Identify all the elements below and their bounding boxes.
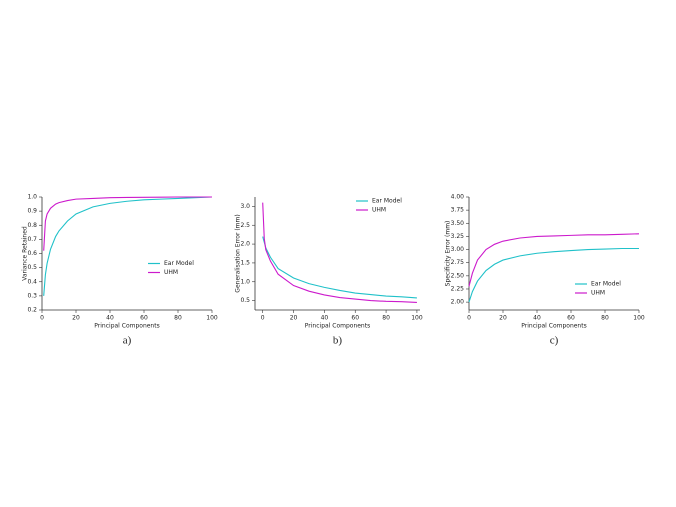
series-line — [43, 196, 212, 251]
y-tick-label: 0.2 — [27, 307, 37, 314]
x-tick-label: 0 — [40, 315, 44, 322]
y-axis-label: Generalisation Error (mm) — [235, 214, 242, 292]
x-tick-label: 0 — [467, 315, 471, 322]
y-tick-label: 4.00 — [451, 194, 465, 201]
caption: a) — [123, 335, 132, 347]
legend-label: UHM — [372, 207, 386, 214]
y-tick-label: 2.50 — [451, 272, 465, 279]
y-tick-label: 3.00 — [451, 246, 465, 253]
x-tick-label: 60 — [567, 315, 575, 322]
x-tick-label: 20 — [290, 315, 298, 322]
y-tick-label: 0.3 — [27, 292, 37, 299]
y-tick-label: 0.4 — [27, 278, 37, 285]
legend-label: UHM — [164, 269, 178, 276]
y-tick-label: 0.9 — [27, 208, 37, 215]
y-tick-label: 2.0 — [240, 241, 250, 248]
caption: b) — [333, 335, 343, 347]
x-tick-label: 100 — [633, 315, 645, 322]
x-tick-label: 0 — [261, 315, 265, 322]
y-tick-label: 1.0 — [27, 194, 37, 201]
legend-label: Ear Model — [164, 260, 194, 267]
series-line — [262, 236, 417, 299]
y-tick-label: 0.5 — [240, 297, 250, 304]
x-tick-label: 40 — [106, 315, 114, 322]
y-tick-label: 0.6 — [27, 250, 37, 257]
x-tick-label: 60 — [140, 315, 148, 322]
caption: c) — [550, 335, 559, 347]
x-tick-label: 80 — [382, 315, 390, 322]
y-tick-label: 2.25 — [451, 285, 465, 292]
y-tick-label: 3.0 — [240, 203, 250, 210]
y-tick-label: 1.5 — [240, 259, 250, 266]
y-tick-label: 2.75 — [451, 259, 465, 266]
x-tick-label: 40 — [533, 315, 541, 322]
x-axis-label: Principal Components — [305, 323, 370, 330]
y-tick-label: 3.75 — [451, 207, 465, 214]
x-tick-label: 80 — [174, 315, 182, 322]
series-line — [262, 202, 417, 304]
legend-label: UHM — [591, 290, 605, 297]
y-axis-label: Specificity Error (mm) — [445, 221, 452, 287]
y-tick-label: 0.8 — [27, 222, 37, 229]
x-tick-label: 20 — [499, 315, 507, 322]
y-tick-label: 1.0 — [240, 278, 250, 285]
series-line — [468, 247, 639, 303]
y-tick-label: 2.00 — [451, 299, 465, 306]
x-axis-label: Principal Components — [521, 323, 586, 330]
legend-label: Ear Model — [591, 281, 621, 288]
x-tick-label: 20 — [72, 315, 80, 322]
x-axis-label: Principal Components — [94, 323, 159, 330]
legend-label: Ear Model — [372, 198, 402, 205]
y-tick-label: 3.50 — [451, 220, 465, 227]
y-axis-label: Variance Retained — [22, 226, 29, 281]
x-tick-label: 40 — [321, 315, 329, 322]
x-tick-label: 100 — [411, 315, 423, 322]
y-tick-label: 2.5 — [240, 222, 250, 229]
y-tick-label: 0.5 — [27, 264, 37, 271]
y-tick-label: 3.25 — [451, 233, 465, 240]
series-line — [43, 196, 213, 296]
series-line — [468, 233, 640, 287]
x-tick-label: 100 — [206, 315, 218, 322]
y-tick-label: 0.7 — [27, 236, 37, 243]
x-tick-label: 60 — [351, 315, 359, 322]
x-tick-label: 80 — [601, 315, 609, 322]
